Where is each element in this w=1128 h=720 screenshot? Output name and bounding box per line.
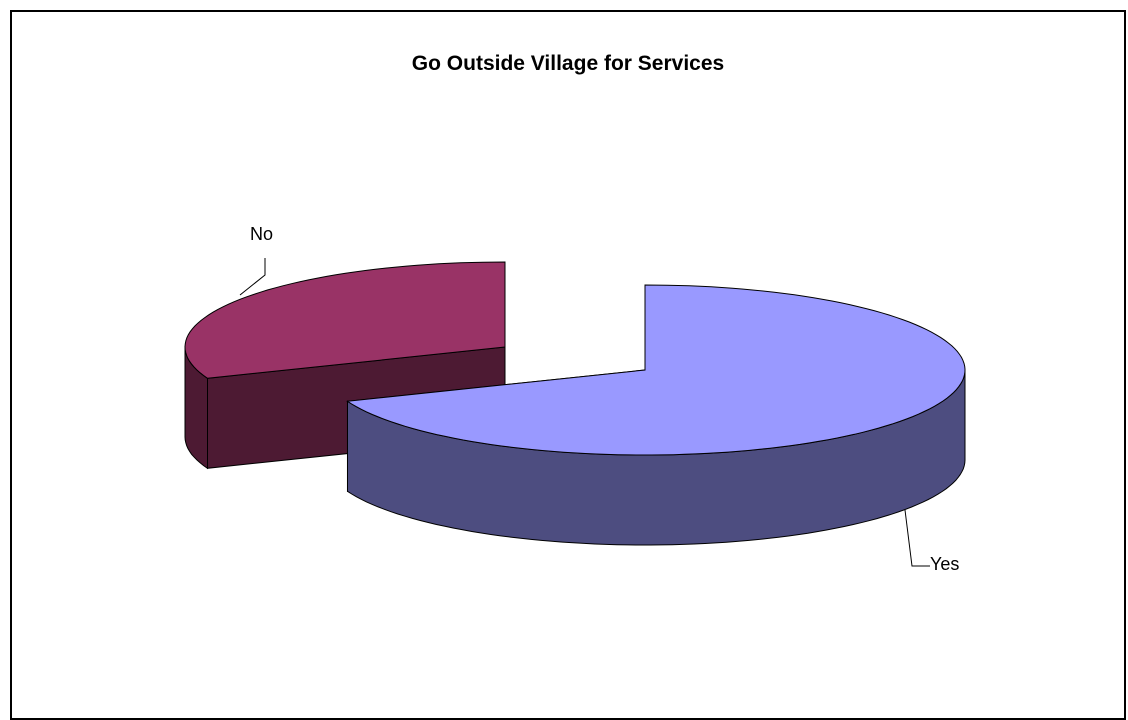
leader-line-yes (904, 509, 930, 567)
slice-label-yes: Yes (930, 554, 959, 574)
pie-layer (184, 261, 966, 546)
slice-top-no (184, 261, 506, 379)
slice-label-no: No (250, 224, 273, 244)
label-layer: No Yes (239, 224, 959, 574)
leader-line-no (239, 258, 266, 296)
slice-top-yes (346, 284, 966, 456)
chart-title: Go Outside Village for Services (411, 52, 725, 75)
pie-slice-yes (346, 284, 966, 546)
